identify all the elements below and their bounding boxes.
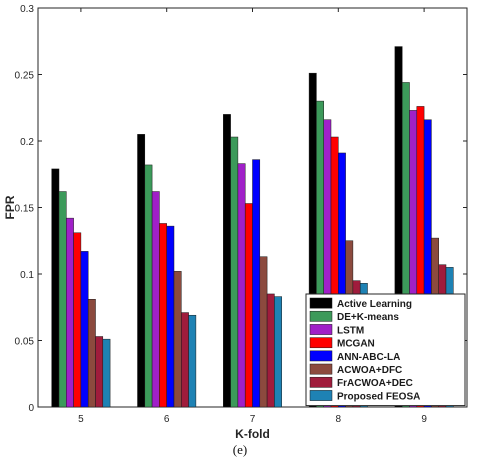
legend-entry: MCGAN: [337, 339, 375, 350]
bar: [144, 164, 153, 408]
bar: [266, 293, 275, 408]
legend-box: [305, 293, 466, 407]
legend-swatch: [309, 350, 333, 362]
bar: [159, 223, 167, 408]
x-axis-label: K-fold: [235, 427, 270, 440]
y-tick-label: 0: [28, 403, 34, 414]
bar: [237, 163, 246, 408]
bar: [51, 168, 60, 408]
legend-swatch: [309, 297, 333, 309]
y-axis-label: FPR: [3, 195, 17, 219]
legend-entry: LSTM: [337, 325, 364, 336]
bar: [66, 217, 74, 408]
bar: [252, 159, 261, 408]
bar: [58, 191, 67, 408]
bar: [188, 314, 197, 408]
legend-swatch: [309, 376, 333, 388]
bar: [80, 251, 89, 408]
legend-entry: FrACWOA+DEC: [337, 378, 413, 389]
y-tick-label: 0.25: [15, 71, 35, 82]
x-tick-label: 8: [336, 414, 342, 425]
y-tick-label: 0.3: [20, 4, 34, 15]
legend-swatch: [309, 363, 333, 375]
legend-swatch: [309, 337, 333, 349]
legend: Active Learning DE+K-means LSTM MCGAN ANN-AB…: [305, 293, 466, 407]
bar: [151, 191, 160, 408]
legend-swatch: [309, 310, 333, 322]
x-tick-label: 7: [250, 414, 256, 425]
y-tick-label: 0.05: [15, 337, 35, 348]
legend-entry: ANN-ABC-LA: [337, 352, 400, 363]
bar: [230, 136, 239, 408]
bar: [274, 296, 282, 408]
legend-entry: ACWOA+DFC: [337, 365, 402, 376]
bar-chart: 0 0.05 0.1 0.15 0.2 0.25 0.3 5 6 7 8 9 K-fold FPR Act…: [3, 4, 468, 440]
x-tick-label: 9: [421, 414, 427, 425]
bar: [87, 299, 96, 408]
bar: [102, 338, 111, 408]
y-tick-label: 0.15: [15, 204, 35, 215]
legend-entry: Active Learning: [337, 299, 412, 310]
bar: [259, 256, 268, 408]
legend-entry: DE+K-means: [337, 312, 399, 323]
bar: [223, 114, 231, 408]
bar: [73, 232, 82, 408]
x-tick-label: 5: [78, 414, 84, 425]
bar: [173, 271, 182, 408]
legend-entry: Proposed FEOSA: [337, 391, 420, 402]
legend-swatch: [309, 390, 333, 401]
legend-swatch: [309, 324, 333, 335]
y-tick-label: 0.2: [20, 137, 34, 148]
bar: [95, 336, 104, 408]
y-tick-label: 0.1: [20, 270, 34, 281]
x-tick-label: 6: [164, 414, 170, 425]
bar: [181, 312, 189, 408]
figure-caption: (e): [232, 442, 248, 457]
bar: [166, 225, 175, 408]
bar: [137, 134, 146, 408]
bar: [244, 203, 253, 408]
